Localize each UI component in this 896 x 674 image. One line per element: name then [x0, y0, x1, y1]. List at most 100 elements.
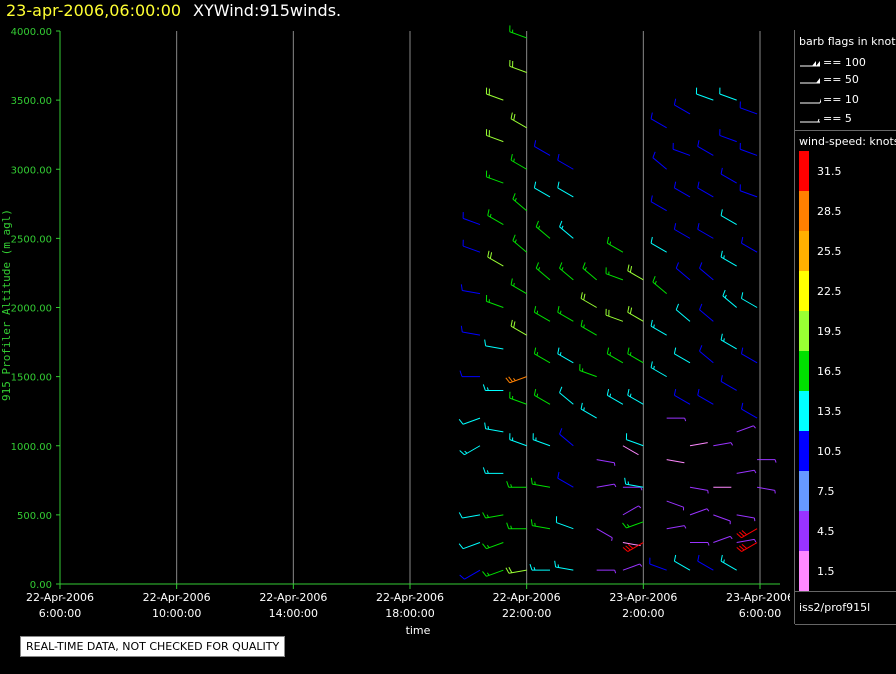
wind-barb: [580, 292, 597, 308]
wind-barb: [675, 262, 691, 281]
wind-barb: [719, 129, 737, 143]
wind-barb: [559, 262, 574, 281]
speed-label: 31.5: [817, 165, 842, 178]
x-tick-label-date: 22-Apr-2006: [493, 591, 561, 604]
speed-label: 13.5: [817, 405, 842, 418]
y-tick-label: 2000.00: [11, 304, 52, 315]
wind-barb: [458, 417, 481, 425]
wind-barb: [505, 376, 527, 384]
x-tick-label-date: 23-Apr-2006: [726, 591, 790, 604]
y-tick-labels: 0.00 500.00 1000.00 1500.00 2000.00 2500.00 30…: [11, 27, 52, 591]
wind-barb: [739, 142, 758, 156]
speed-swatch: [799, 151, 809, 191]
y-tick-label: 1500.00: [11, 373, 52, 384]
wind-profiler-plot: 0.00 500.00 1000.00 1500.00 2000.00 2500.00 30…: [0, 25, 790, 637]
speed-label: 28.5: [817, 205, 842, 218]
wind-barb: [689, 508, 710, 516]
wind-barb: [460, 325, 481, 336]
wind-barb: [505, 566, 527, 574]
wind-barb: [622, 563, 643, 571]
wind-barb: [690, 542, 710, 546]
barb-flag-5-icon: [800, 118, 820, 123]
wind-barb: [720, 209, 737, 225]
wind-barb: [509, 391, 527, 405]
wind-barb: [482, 467, 504, 474]
wind-barb: [689, 486, 709, 494]
wind-barb: [458, 542, 481, 550]
wind-barb: [736, 425, 756, 433]
wind-barb: [627, 388, 644, 405]
wind-barb: [484, 422, 504, 433]
wind-barb: [482, 512, 504, 519]
wind-barb: [673, 223, 691, 239]
wind-barb: [533, 181, 551, 198]
wind-barb: [485, 170, 504, 184]
barb-legend-item-10: == 10: [799, 93, 895, 107]
wind-barb: [510, 319, 527, 336]
wind-barb: [699, 303, 714, 322]
wind-barb: [697, 388, 714, 405]
barb-flag-10-icon: [800, 98, 821, 104]
source-label: iss2/prof915l: [799, 601, 871, 614]
wind-barb: [506, 522, 527, 530]
wind-barb: [510, 153, 527, 170]
wind-barb: [580, 402, 597, 419]
speed-legend-title: wind-speed: knots: [799, 135, 896, 148]
wind-barb: [579, 364, 597, 378]
wind-barb: [673, 347, 691, 364]
wind-barb: [624, 477, 644, 488]
speed-label: 1.5: [817, 565, 835, 578]
y-tick-label: 3000.00: [11, 165, 52, 176]
wind-barb: [606, 347, 624, 364]
wind-barb: [512, 193, 527, 212]
wind-barb: [673, 98, 691, 115]
wind-barb: [559, 220, 574, 239]
wind-barb: [689, 442, 708, 447]
speed-swatch: [799, 231, 809, 271]
wind-barb: [559, 428, 574, 447]
wind-barb: [736, 514, 756, 522]
barb-legend-label: == 50: [823, 73, 859, 86]
wind-barb: [622, 542, 641, 547]
wind-barb: [485, 295, 504, 308]
speed-label: 16.5: [817, 365, 842, 378]
wind-barb: [695, 87, 714, 101]
wind-barb: [557, 347, 574, 364]
wind-barb: [622, 486, 643, 491]
barb-legend-item-100: == 100: [799, 56, 895, 70]
axes: [56, 30, 780, 589]
wind-barb: [506, 481, 527, 488]
wind-barb: [580, 319, 597, 336]
wind-barb: [530, 477, 551, 488]
wind-barb: [650, 319, 667, 336]
x-tick-labels: 22-Apr-2006 6:00:00 22-Apr-2006 10:00:00 22-…: [26, 591, 790, 620]
speed-swatch: [799, 271, 809, 311]
wind-barb: [697, 140, 714, 156]
wind-barb: [697, 181, 714, 198]
wind-barb: [649, 557, 667, 571]
wind-barb: [582, 262, 597, 281]
source-box: iss2/prof915l: [795, 591, 896, 625]
barb-legend-item-50: == 50: [799, 73, 895, 87]
wind-barb: [462, 239, 481, 253]
y-tick-label: 1000.00: [11, 442, 52, 453]
wind-barb: [666, 525, 687, 530]
wind-barb: [673, 388, 691, 405]
wind-barb: [510, 278, 527, 295]
x-tick-label-time: 6:00:00: [739, 607, 781, 620]
speed-label: 19.5: [817, 325, 842, 338]
wind-barb: [627, 264, 644, 281]
wind-barb: [596, 528, 613, 541]
wind-barb: [757, 459, 777, 463]
wind-barb: [666, 500, 685, 511]
wind-barb: [606, 388, 624, 405]
wind-barb: [741, 292, 758, 308]
y-tick-label: 2500.00: [11, 234, 52, 245]
wind-barb: [459, 569, 481, 580]
wind-barb: [596, 459, 616, 466]
wind-barb: [459, 445, 481, 456]
wind-barb: [739, 101, 758, 115]
speed-swatch: [799, 431, 809, 471]
speed-label: 7.5: [817, 485, 835, 498]
wind-barb: [736, 538, 757, 544]
